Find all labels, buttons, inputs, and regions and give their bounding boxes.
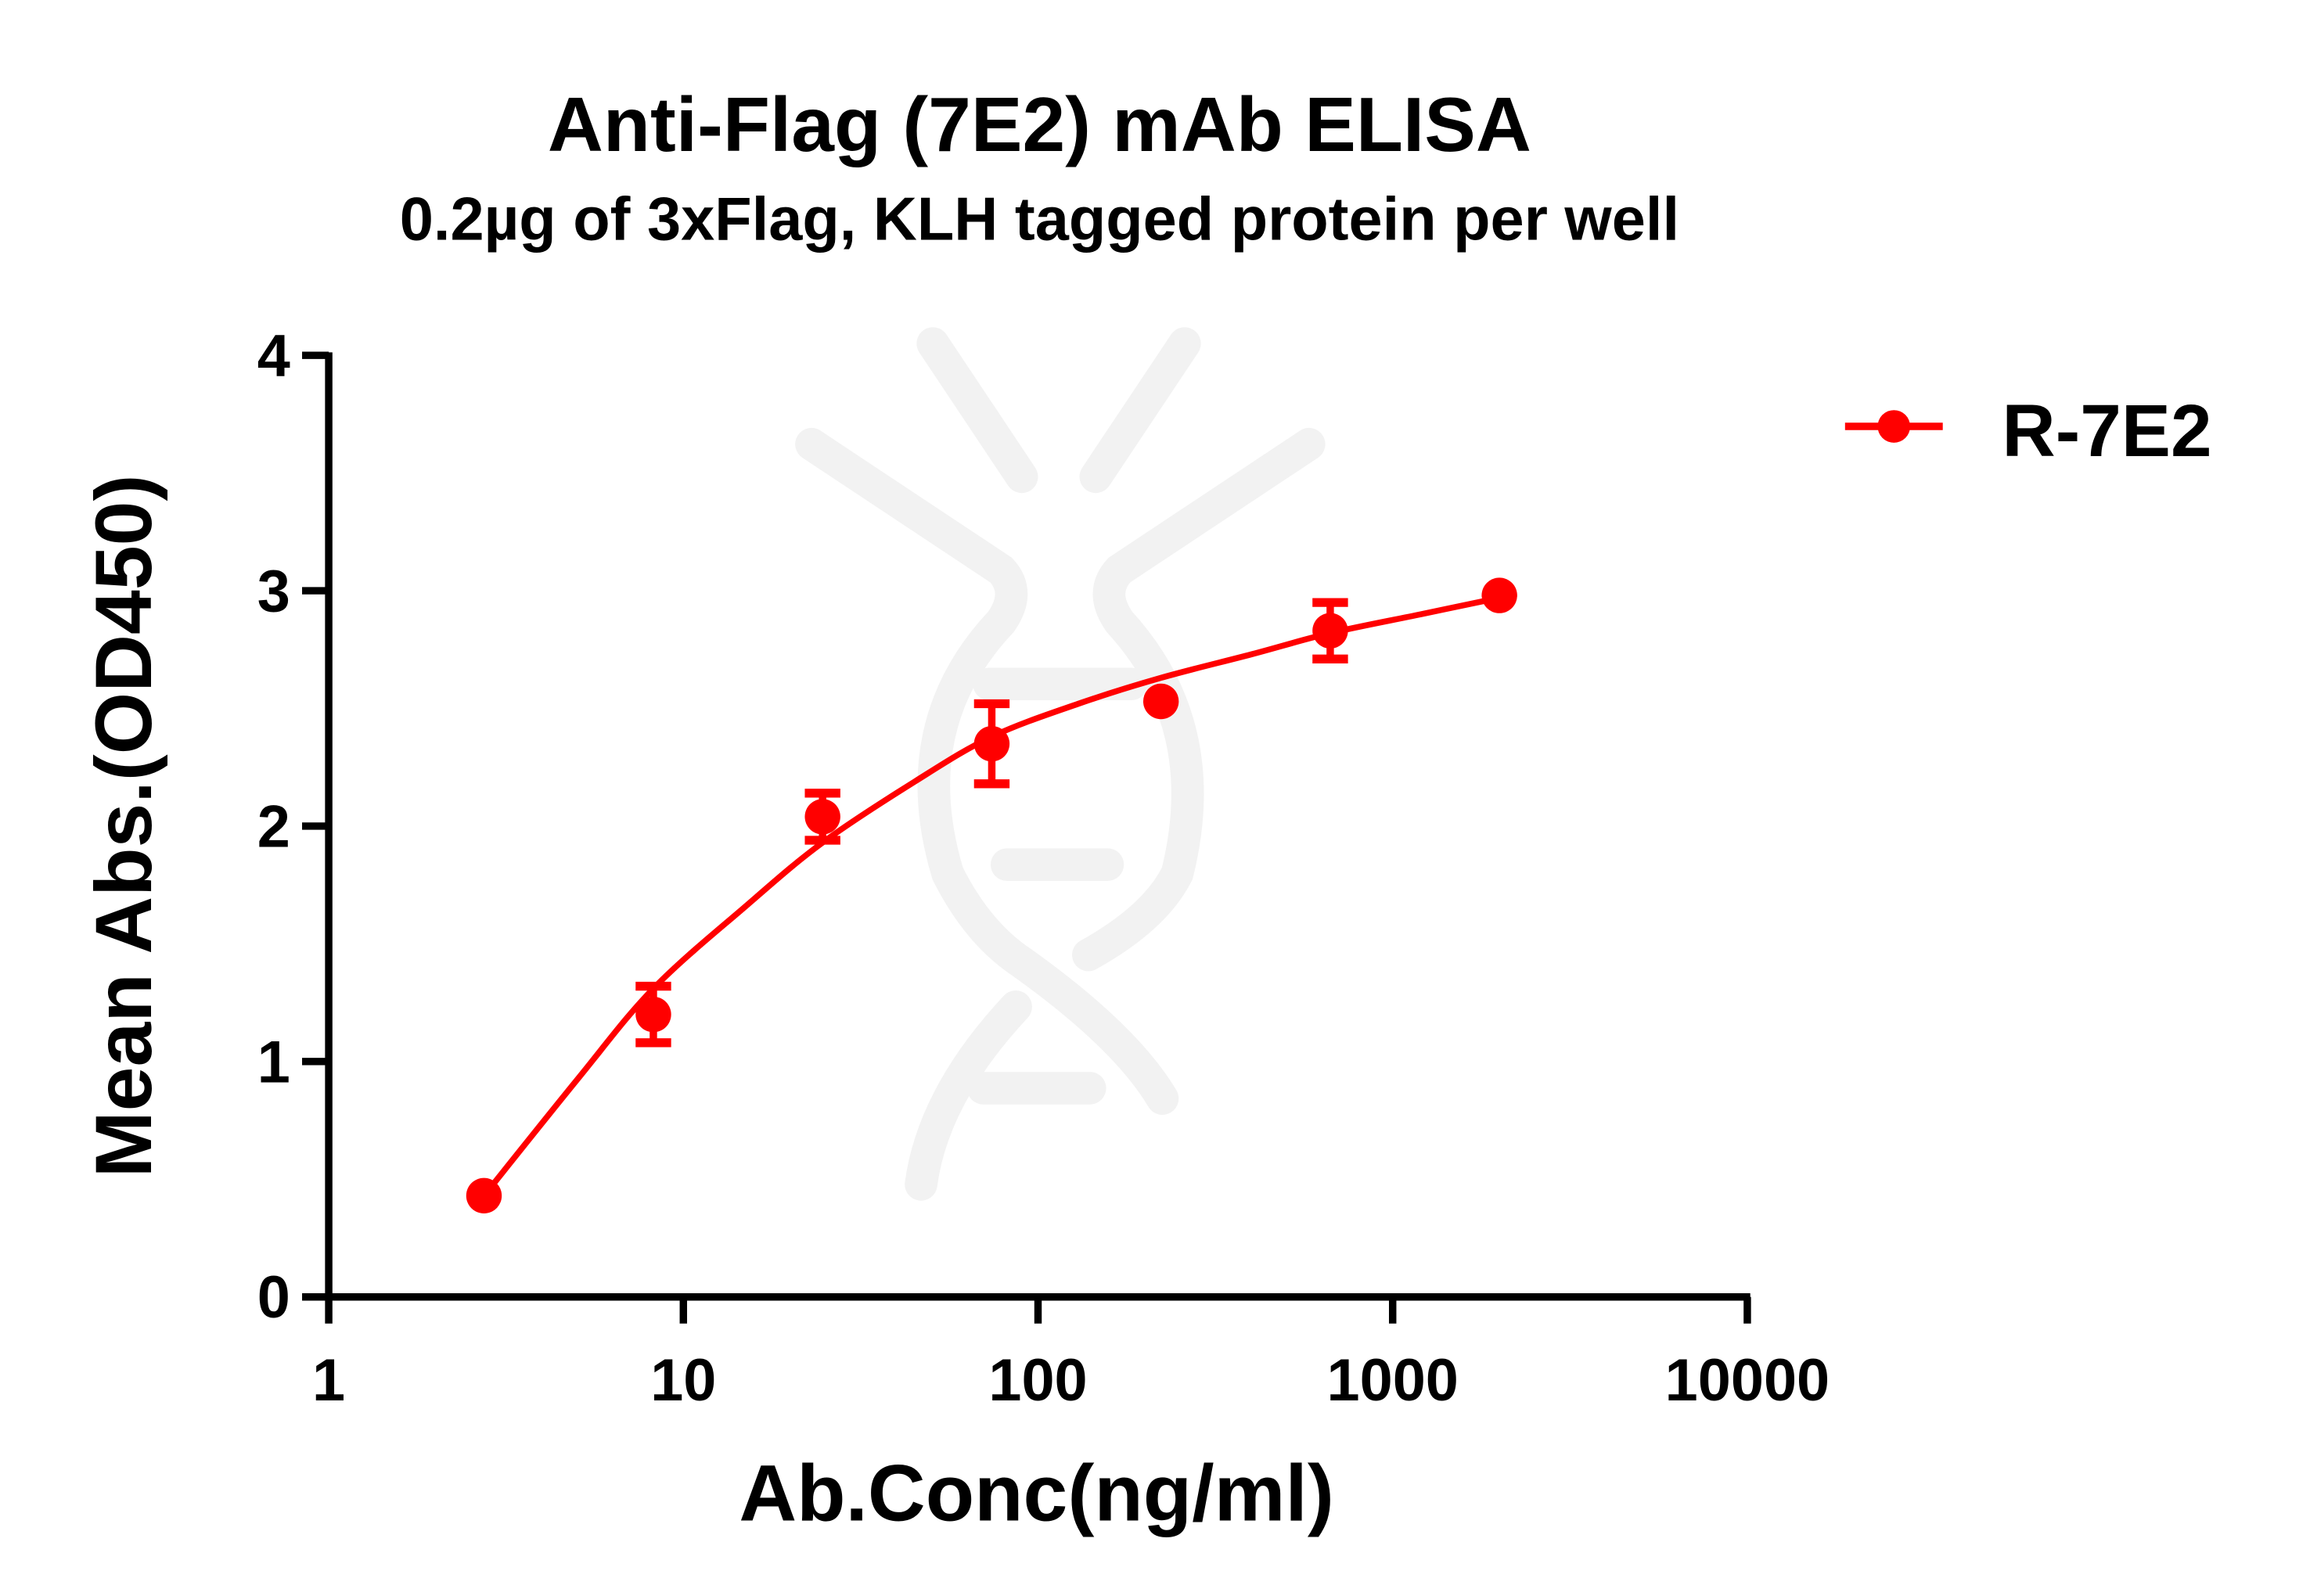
- legend-marker: [1877, 410, 1911, 443]
- y-tick-label: 2: [257, 793, 290, 860]
- x-tick-label: 10: [650, 1347, 716, 1414]
- x-tick-label: 1000: [1327, 1347, 1459, 1414]
- data-point: [1142, 683, 1179, 720]
- legend-label: R-7E2: [2002, 390, 2211, 473]
- data-point: [1481, 577, 1517, 613]
- x-tick-label: 1: [312, 1347, 345, 1414]
- watermark-logo: [795, 327, 1326, 1201]
- x-tick-label: 10000: [1665, 1347, 1830, 1414]
- x-tick-label: 100: [988, 1347, 1087, 1414]
- y-tick-label: 1: [257, 1029, 290, 1095]
- y-axis-label: Mean Abs.(OD450): [78, 474, 168, 1177]
- chart-subtitle: 0.2µg of 3xFlag, KLH tagged protein per …: [400, 186, 1679, 253]
- y-tick-label: 3: [257, 559, 290, 625]
- plot-area: [466, 577, 1517, 1214]
- x-axis-label: Ab.Conc(ng/ml): [739, 1447, 1334, 1537]
- y-tick-label: 4: [257, 323, 290, 390]
- chart-title: Anti-Flag (7E2) mAb ELISA: [548, 81, 1531, 167]
- data-point: [466, 1177, 502, 1214]
- data-point: [1312, 613, 1348, 649]
- data-point: [973, 725, 1010, 762]
- data-point: [804, 799, 840, 835]
- data-point: [635, 996, 671, 1033]
- y-tick-label: 0: [257, 1264, 290, 1331]
- legend: R-7E2: [1844, 390, 2212, 473]
